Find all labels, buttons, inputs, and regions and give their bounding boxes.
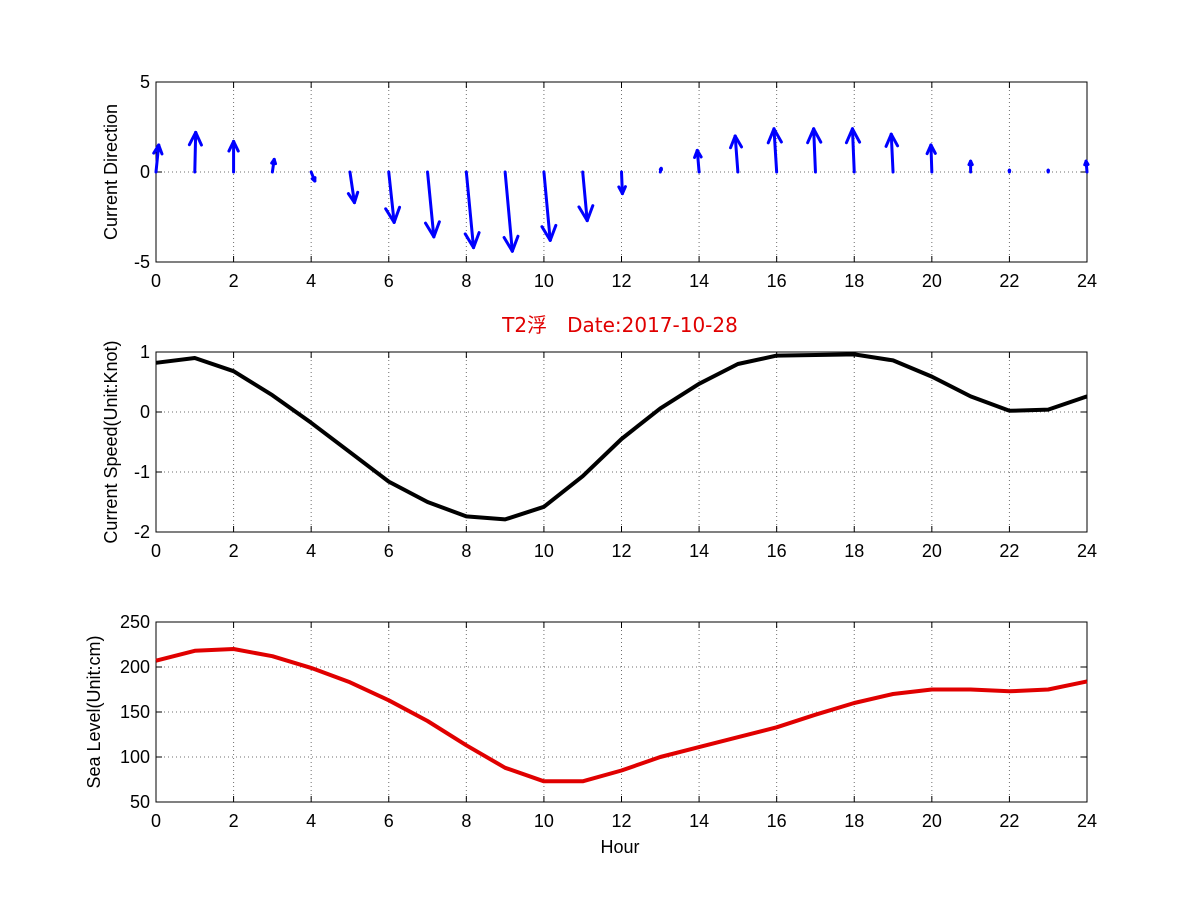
- current-speed-x-tick-label: 0: [151, 541, 161, 561]
- sea-level-x-tick-label: 0: [151, 811, 161, 831]
- sea-level-y-tick-label: 200: [120, 657, 150, 677]
- current-direction-x-tick-label: 0: [151, 271, 161, 291]
- current-speed-x-tick-label: 16: [767, 541, 787, 561]
- sea-level-x-tick-label: 8: [461, 811, 471, 831]
- current-direction-y-tick-label: 5: [140, 72, 150, 92]
- x-axis-label: Hour: [600, 837, 639, 857]
- current-direction-arrow: [925, 143, 937, 174]
- current-direction-arrow: [270, 157, 278, 174]
- current-direction-x-tick-label: 20: [922, 271, 942, 291]
- sea-level-y-tick-label: 150: [120, 702, 150, 722]
- current-direction-x-tick-label: 4: [306, 271, 316, 291]
- current-speed-y-tick-label: 1: [140, 342, 150, 362]
- sea-level-y-axis-label: Sea Level(Unit:cm): [84, 635, 104, 788]
- current-direction-x-tick-label: 8: [461, 271, 471, 291]
- current-direction-arrow: [693, 148, 703, 174]
- current-direction-x-tick-label: 10: [534, 271, 554, 291]
- current-speed-x-tick-label: 2: [229, 541, 239, 561]
- current-speed-x-tick-label: 18: [844, 541, 864, 561]
- current-direction-arrow: [766, 127, 783, 174]
- current-direction-y-tick-label: -5: [134, 252, 150, 272]
- current-speed-x-tick-label: 8: [461, 541, 471, 561]
- current-direction-arrow: [967, 159, 974, 174]
- current-direction-arrow: [617, 170, 627, 196]
- current-direction-y-tick-label: 0: [140, 162, 150, 182]
- sea-level-x-tick-label: 4: [306, 811, 316, 831]
- sea-level-x-tick-label: 20: [922, 811, 942, 831]
- current-direction-arrow: [463, 170, 481, 250]
- sea-level-frame: [155, 621, 1088, 803]
- sea-level-x-tick-label: 24: [1077, 811, 1097, 831]
- current-speed-y-tick-label: 0: [140, 402, 150, 422]
- current-direction-x-tick-label: 2: [229, 271, 239, 291]
- current-speed-x-tick-label: 10: [534, 541, 554, 561]
- current-direction-arrow: [152, 143, 164, 174]
- current-direction-x-tick-label: 24: [1077, 271, 1097, 291]
- current-speed-y-axis-label: Current Speed(Unit:Knot): [101, 340, 121, 543]
- current-direction-x-tick-label: 18: [844, 271, 864, 291]
- current-direction-x-tick-label: 6: [384, 271, 394, 291]
- current-direction-arrow: [187, 130, 203, 174]
- current-direction-x-tick-label: 12: [611, 271, 631, 291]
- sea-level-x-tick-label: 22: [999, 811, 1019, 831]
- current-direction-arrow: [577, 170, 595, 223]
- current-speed-x-tick-label: 20: [922, 541, 942, 561]
- current-direction-arrow: [658, 166, 663, 174]
- sea-level-x-tick-label: 6: [384, 811, 394, 831]
- current-speed-x-tick-label: 4: [306, 541, 316, 561]
- chart-title: T2浮 Date:2017-10-28: [501, 313, 738, 337]
- current-direction-x-tick-label: 22: [999, 271, 1019, 291]
- current-speed-x-tick-label: 24: [1077, 541, 1097, 561]
- current-direction-x-tick-label: 14: [689, 271, 709, 291]
- sea-level-x-tick-label: 14: [689, 811, 709, 831]
- current-speed-frame: [155, 351, 1088, 533]
- current-direction-arrow: [309, 170, 317, 183]
- current-direction-arrow: [346, 170, 360, 205]
- current-direction-arrow: [1046, 168, 1050, 174]
- current-direction-arrow: [729, 134, 744, 174]
- current-speed-x-tick-label: 22: [999, 541, 1019, 561]
- sea-level-x-tick-label: 18: [844, 811, 864, 831]
- current-direction-arrow: [806, 127, 823, 174]
- sea-level-x-tick-label: 12: [611, 811, 631, 831]
- current-speed-x-tick-label: 12: [611, 541, 631, 561]
- current-speed-y-tick-label: -2: [134, 522, 150, 542]
- sea-level-y-tick-label: 100: [120, 747, 150, 767]
- current-direction-arrow: [502, 170, 520, 253]
- sea-level-x-tick-label: 10: [534, 811, 554, 831]
- sea-level-y-tick-label: 250: [120, 612, 150, 632]
- current-direction-arrow: [424, 170, 441, 239]
- current-direction-arrow: [1083, 159, 1090, 174]
- current-speed-x-tick-label: 14: [689, 541, 709, 561]
- sea-level-x-tick-label: 2: [229, 811, 239, 831]
- sea-level-y-tick-label: 50: [130, 792, 150, 812]
- current-direction-x-tick-label: 16: [767, 271, 787, 291]
- current-direction-y-axis-label: Current Direction: [101, 104, 121, 240]
- current-direction-arrow: [384, 170, 402, 224]
- current-direction-arrow: [540, 170, 558, 242]
- sea-level-x-tick-label: 16: [767, 811, 787, 831]
- current-direction-arrow: [884, 132, 900, 174]
- current-direction-arrow: [1007, 168, 1012, 174]
- current-speed-y-tick-label: -1: [134, 462, 150, 482]
- current-speed-x-tick-label: 6: [384, 541, 394, 561]
- current-direction-arrow: [844, 127, 862, 174]
- current-direction-arrow: [227, 139, 240, 174]
